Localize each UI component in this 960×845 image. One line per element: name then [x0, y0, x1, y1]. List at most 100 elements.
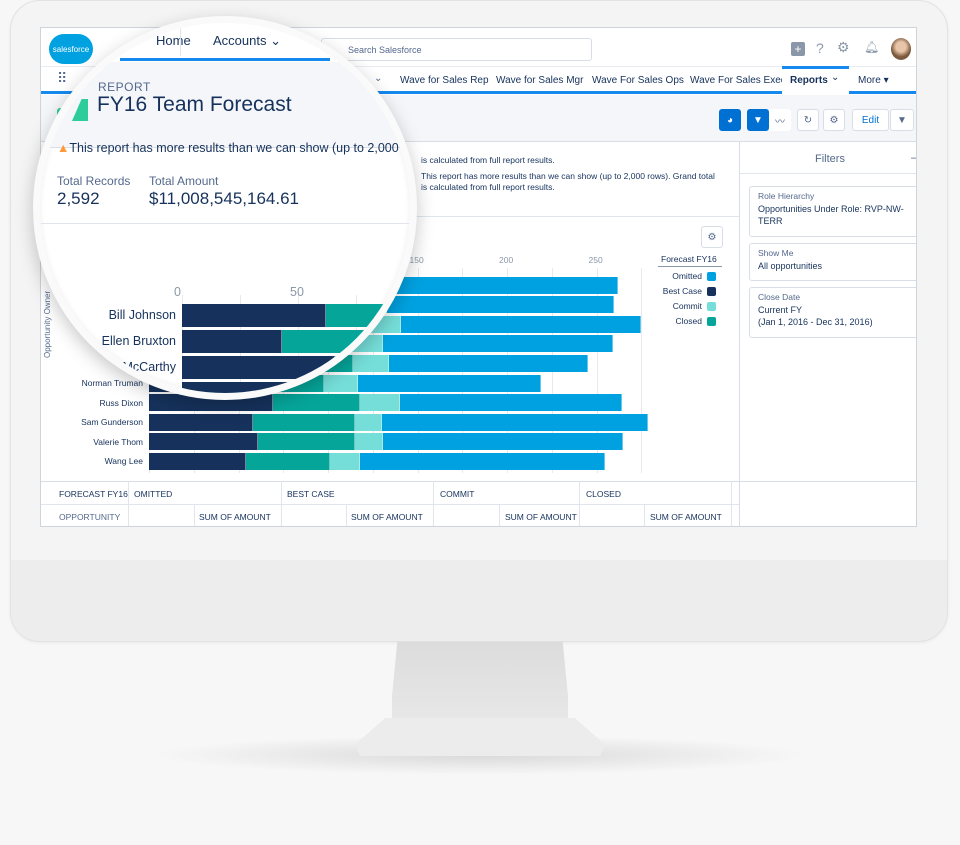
warning-tail: is calculated from full report results.	[421, 155, 555, 165]
tab-reports[interactable]: Reports	[790, 75, 828, 86]
table-top-border	[41, 481, 916, 482]
col-forecast-fy16[interactable]: FORECAST FY16	[59, 489, 128, 499]
lens-divider	[40, 223, 410, 224]
filter-value: Current FY	[758, 305, 803, 315]
reports-chevron-icon[interactable]: ⌄	[831, 72, 840, 83]
total-amount-value: $11,008,545,164.61	[149, 189, 299, 208]
lens-global-header	[40, 23, 410, 63]
user-avatar[interactable]	[891, 38, 911, 60]
edit-button[interactable]: Edit	[852, 109, 889, 131]
nav-bar	[41, 66, 916, 94]
legend-divider	[658, 266, 722, 267]
total-records-value: 2,592	[57, 189, 100, 208]
table-header-divider	[41, 504, 739, 505]
bar-segment-commit	[409, 381, 410, 393]
filter-button[interactable]: ▼	[747, 109, 769, 131]
nav-home[interactable]: Home	[156, 33, 191, 48]
edit-dropdown-button[interactable]: ▼	[890, 109, 914, 131]
monitor-stand-base	[355, 718, 605, 756]
col-commit[interactable]: COMMIT	[440, 489, 475, 499]
bar-segment-omitted	[388, 354, 588, 372]
gridline	[641, 268, 643, 473]
bar-segment-best-case	[182, 381, 333, 393]
col-opportunity[interactable]: OPPORTUNITY	[59, 512, 121, 522]
collapse-filters-icon[interactable]: –	[911, 152, 917, 164]
notification-bell-icon[interactable]: 🔔︎	[864, 40, 880, 54]
col-sum-amount[interactable]: SUM OF AMOUNT	[351, 512, 423, 522]
bar-segment-commit	[360, 394, 400, 412]
bar-segment-omitted	[383, 433, 624, 451]
bar-segment-closed	[252, 413, 355, 431]
col-omitted[interactable]: OMITTED	[134, 489, 173, 499]
more-label: More	[858, 75, 881, 86]
bar-segment-omitted	[381, 413, 649, 431]
bar-segment-commit	[329, 452, 361, 470]
bar-segment-best-case	[149, 433, 259, 451]
bar-segment-closed	[245, 452, 330, 470]
filters-title: Filters	[815, 153, 845, 165]
legend-swatch-closed	[707, 317, 716, 326]
col-sum-amount[interactable]: SUM OF AMOUNT	[505, 512, 577, 522]
total-amount-label: Total Amount	[149, 174, 219, 188]
activity-icon[interactable]: 〰	[769, 109, 791, 131]
col-divider	[731, 481, 732, 526]
y-category-label: Valerie Thom	[93, 436, 143, 447]
legend-label: Closed	[675, 316, 702, 326]
chart-toggle-button[interactable]: ◕	[719, 109, 741, 131]
bar-segment-closed	[258, 433, 355, 451]
filter-role-hierarchy[interactable]: Role Hierarchy Opportunities Under Role: …	[749, 186, 916, 237]
filters-header-divider	[740, 173, 916, 174]
filter-value: All opportunities	[758, 261, 823, 271]
refresh-button[interactable]: ↻	[797, 109, 819, 131]
col-sum-amount[interactable]: SUM OF AMOUNT	[199, 512, 271, 522]
tab-reports-active[interactable]	[782, 66, 849, 94]
bar-segment-closed	[332, 381, 410, 393]
nav-accounts[interactable]: Accounts ⌄	[213, 33, 281, 48]
bar-segment-best-case	[182, 355, 336, 379]
report-eyebrow: REPORT	[98, 80, 151, 94]
y-category-label: Nathan McCarthy	[78, 359, 176, 374]
lens-divider	[180, 28, 181, 56]
bar-segment-omitted	[360, 452, 606, 470]
filter-label: Role Hierarchy	[758, 191, 815, 201]
tab-more[interactable]: More ▾	[858, 75, 889, 86]
col-sum-amount[interactable]: SUM OF AMOUNT	[650, 512, 722, 522]
lens-active-underline	[120, 58, 330, 61]
y-category-label: Wang Lee	[104, 456, 143, 467]
y-category-label: Sam Gunderson	[81, 417, 143, 428]
x-tick-label: 250	[588, 255, 603, 265]
col-best-case[interactable]: BEST CASE	[287, 489, 335, 499]
add-icon[interactable]: +	[791, 42, 805, 56]
col-closed[interactable]: CLOSED	[586, 489, 621, 499]
col-divider	[644, 504, 645, 526]
bar-segment-omitted	[401, 315, 642, 333]
tab-wave-sales-rep[interactable]: Wave for Sales Rep	[400, 75, 489, 86]
filter-value: Opportunities Under Role: RVP-NW-TERR	[758, 204, 904, 226]
y-category-label: Bill Johnson	[108, 307, 176, 322]
monitor-stand-neck	[392, 642, 568, 732]
chart-settings-button[interactable]: ⚙	[701, 226, 723, 248]
setup-gear-icon[interactable]: ⚙	[837, 39, 850, 55]
help-icon[interactable]: ?	[816, 40, 824, 56]
bar-segment-best-case	[149, 452, 246, 470]
tab-wave-sales-mgr[interactable]: Wave for Sales Mgr	[496, 75, 584, 86]
x-tick-label: 50	[290, 285, 304, 299]
col-divider	[194, 504, 195, 526]
legend-label: Omitted	[672, 271, 702, 281]
tab-wave-sales-exec[interactable]: Wave For Sales Exec	[690, 75, 786, 86]
bar-segment-closed	[281, 329, 410, 353]
bar-segment-commit	[354, 433, 384, 451]
col-divider	[346, 504, 347, 526]
bar-segment-commit	[354, 413, 382, 431]
filter-close-date[interactable]: Close Date Current FY (Jan 1, 2016 - Dec 3…	[749, 287, 916, 338]
filter-show-me[interactable]: Show Me All opportunities	[749, 243, 916, 281]
bar-segment-omitted	[387, 296, 615, 314]
x-tick-label: 150	[409, 255, 424, 265]
tab-wave-sales-ops[interactable]: Wave For Sales Ops	[592, 75, 684, 86]
filter-label: Show Me	[758, 248, 794, 258]
legend-swatch-commit	[707, 302, 716, 311]
accounts-label: Accounts	[213, 33, 267, 48]
y-category-label: Russ Dixon	[99, 397, 143, 408]
bar-segment-best-case	[182, 329, 282, 353]
gear-button[interactable]: ⚙	[823, 109, 845, 131]
